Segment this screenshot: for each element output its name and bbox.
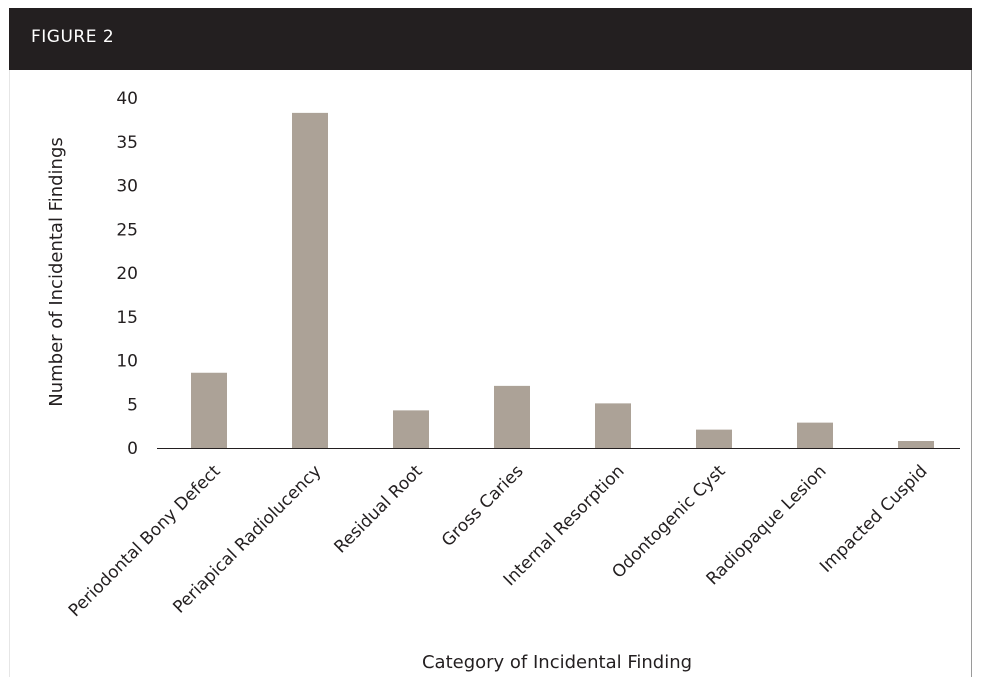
- x-category-label: Impacted Cuspid: [816, 461, 931, 576]
- y-tick-label: 30: [116, 177, 138, 197]
- y-tick-label: 35: [116, 133, 138, 153]
- y-tick-label: 10: [116, 352, 138, 372]
- x-axis-title: Category of Incidental Finding: [422, 652, 692, 673]
- figure-label: FIGURE 2: [31, 27, 115, 47]
- y-tick-label: 0: [127, 439, 138, 459]
- bar: [494, 385, 530, 448]
- y-axis-title: Number of Incidental Findings: [46, 137, 67, 407]
- bar: [393, 410, 429, 448]
- y-tick-label: 20: [116, 264, 138, 284]
- figure-frame: [9, 8, 972, 677]
- x-category-label: Residual Root: [331, 461, 427, 557]
- bars: [191, 112, 934, 448]
- y-axis-ticks: 0 5 10 15 20 25 30 35 40: [116, 89, 138, 459]
- bar: [696, 429, 732, 448]
- y-tick-label: 40: [116, 89, 138, 109]
- y-tick-label: 5: [127, 395, 138, 415]
- y-tick-label: 15: [116, 308, 138, 328]
- bar: [191, 372, 227, 448]
- x-category-label: Odontogenic Cyst: [608, 461, 729, 582]
- bar: [595, 403, 631, 448]
- x-category-label: Gross Caries: [438, 461, 528, 551]
- bar: [797, 422, 833, 448]
- bar: [292, 112, 328, 448]
- figure-header: FIGURE 2: [9, 8, 972, 70]
- y-tick-label: 25: [116, 220, 138, 240]
- bar: [898, 441, 934, 448]
